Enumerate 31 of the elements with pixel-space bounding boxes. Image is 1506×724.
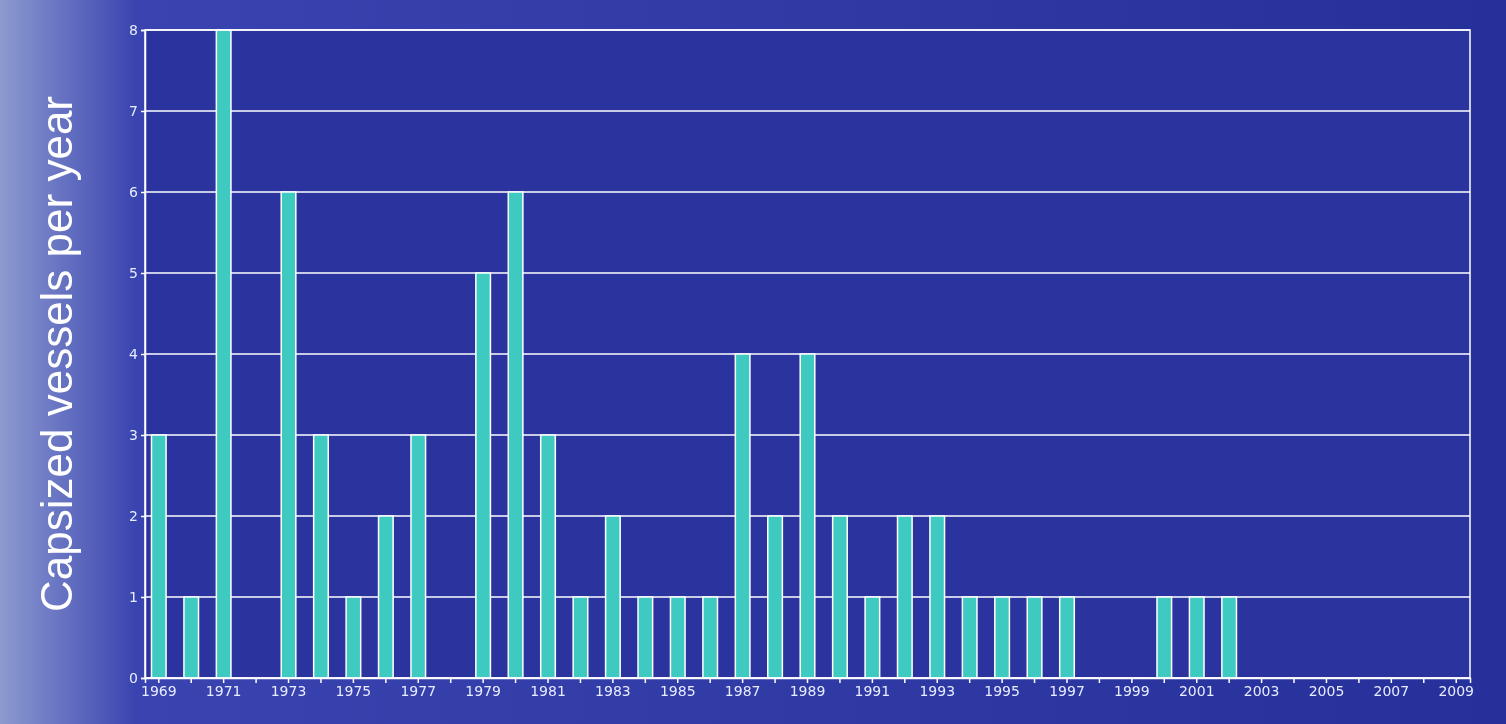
- x-tick-label: 2007: [1373, 682, 1410, 699]
- x-tick-label: 1977: [400, 682, 437, 699]
- x-tick-label: 1981: [530, 682, 566, 699]
- x-tick-label: 1993: [919, 682, 956, 699]
- y-tick-label: 8: [129, 21, 138, 38]
- y-tick-label: 1: [129, 588, 138, 605]
- x-tick-label: 1991: [854, 682, 891, 699]
- x-tick-label: 1969: [140, 682, 177, 699]
- x-tick-label: 1983: [595, 682, 631, 699]
- y-tick-label: 6: [129, 183, 139, 200]
- x-tick-label: 2003: [1243, 682, 1280, 699]
- y-tick-label: 4: [129, 345, 139, 362]
- x-tick-label: 1979: [465, 682, 501, 699]
- y-tick-label: 2: [129, 507, 138, 524]
- y-tick-label: 3: [129, 426, 138, 443]
- x-tick-label: 1985: [659, 682, 696, 699]
- x-tick-label: 1987: [724, 682, 761, 699]
- x-tick-label: 1995: [984, 682, 1020, 699]
- x-tick-label: 1989: [789, 682, 826, 699]
- y-tick-label: 5: [129, 264, 138, 281]
- x-tick-label: 2001: [1178, 682, 1215, 699]
- x-tick-label: 2005: [1308, 682, 1345, 699]
- x-tick-label: 1975: [335, 682, 372, 699]
- x-tick-label: 1973: [270, 682, 307, 699]
- y-axis-title: Capsized vessels per year: [32, 95, 81, 613]
- x-tick-label: 1971: [205, 682, 242, 699]
- x-tick-label: 1997: [1049, 682, 1085, 699]
- x-tick-label: 2009: [1438, 682, 1475, 699]
- y-tick-label: 0: [129, 669, 138, 686]
- y-tick-label: 7: [129, 102, 138, 119]
- x-tick-label: 1999: [1114, 682, 1150, 699]
